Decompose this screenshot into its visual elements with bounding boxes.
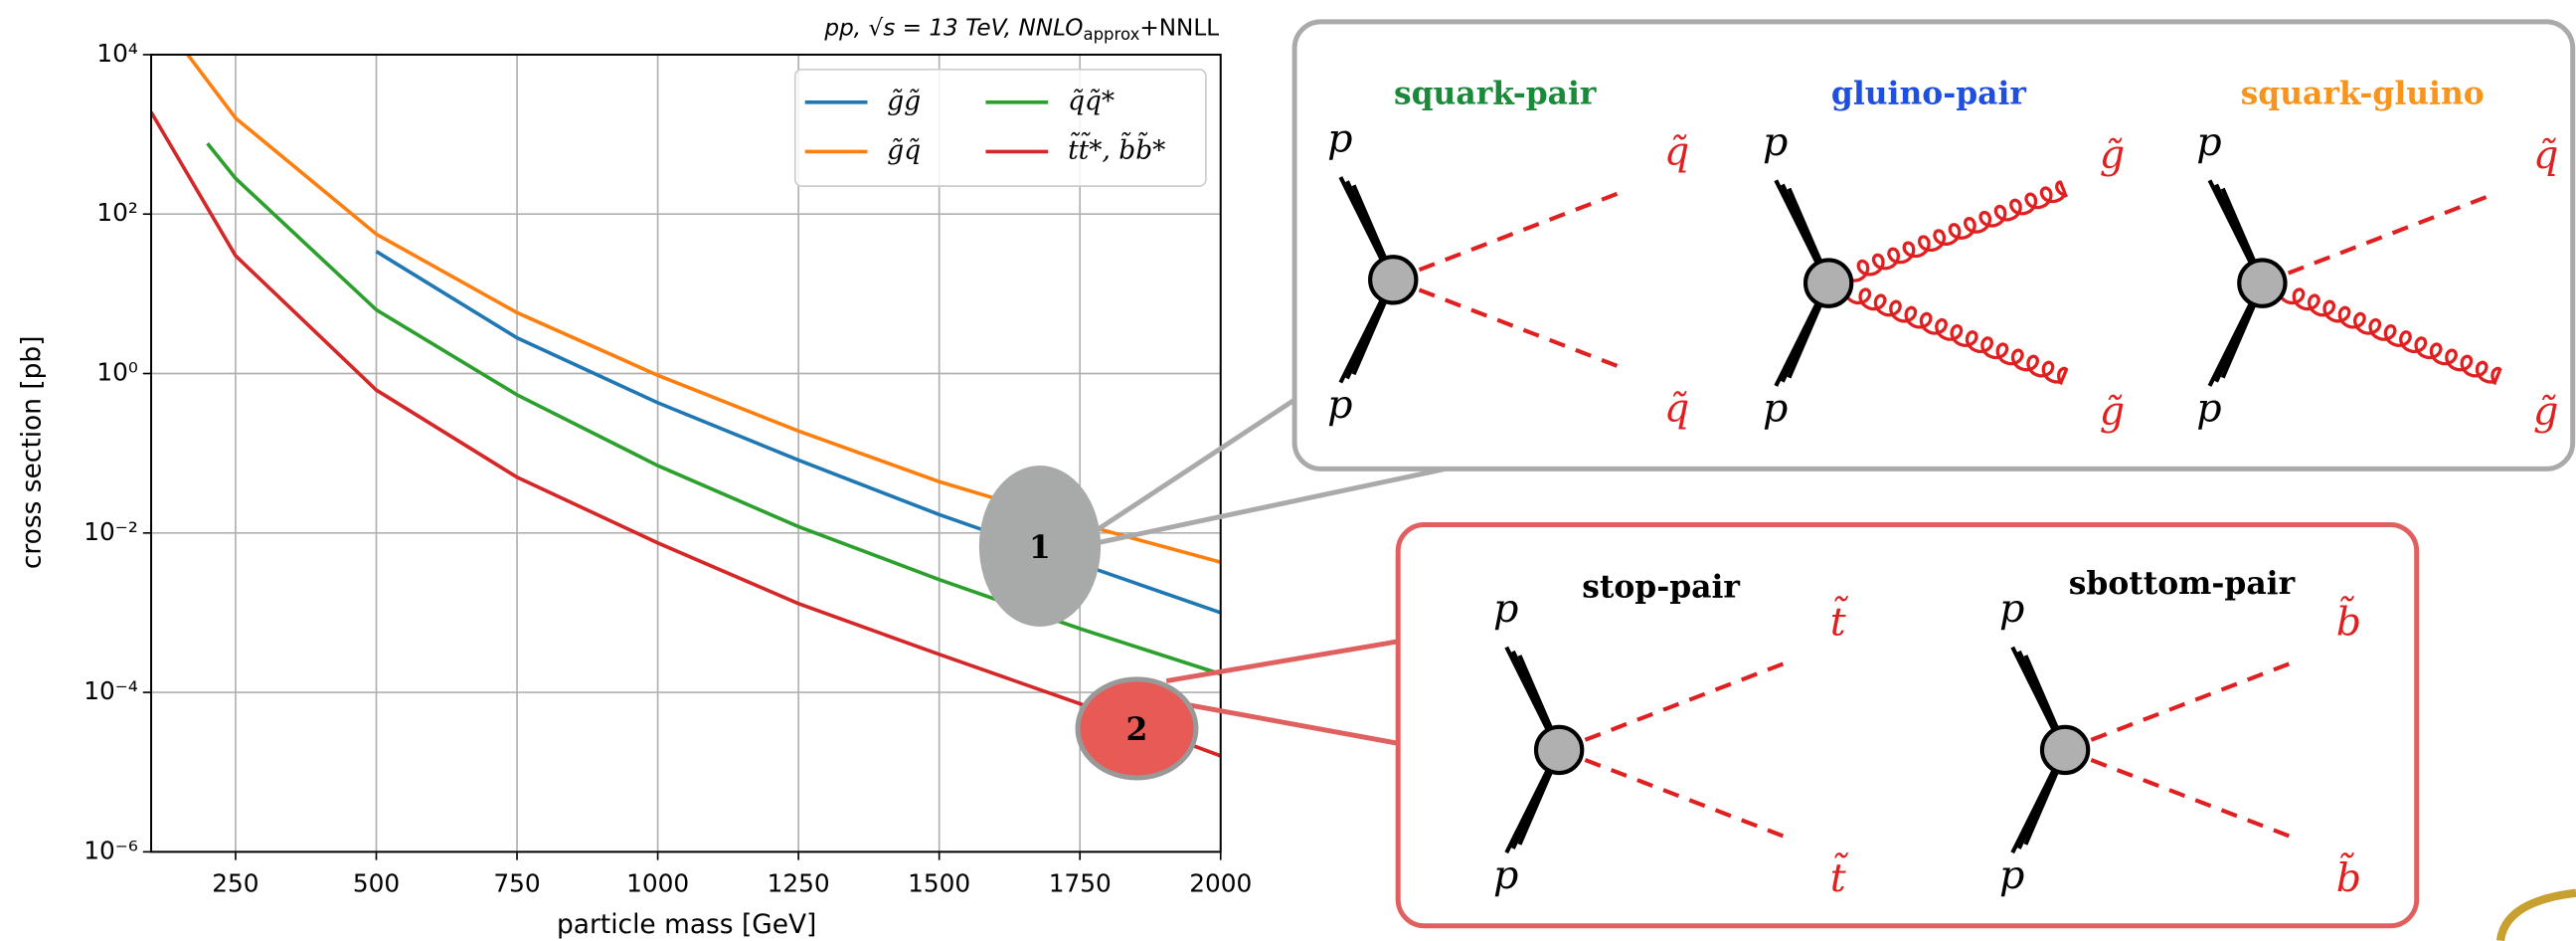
plot-area: 250 500 750 1000 1250 1500 1750 2000 10⁻⁶ 10⁻⁴ 10⁻… bbox=[84, 39, 1252, 897]
legend-box bbox=[795, 70, 1206, 186]
vertex bbox=[1805, 260, 1851, 305]
y-tick-label: 10⁴ bbox=[96, 39, 138, 68]
x-tick-label: 1500 bbox=[908, 868, 970, 897]
outgoing-label: q̃ bbox=[1664, 129, 1689, 175]
decoration bbox=[2500, 893, 2576, 941]
incoming-label: p bbox=[1327, 382, 1352, 428]
incoming-label: p bbox=[1327, 116, 1352, 162]
series-line bbox=[151, 112, 1221, 756]
chart-title: pp, √s = 13 TeV, NNLOapprox+NNLL bbox=[823, 15, 1219, 44]
title-subscript: approx bbox=[1083, 25, 1139, 44]
y-tick-label: 10² bbox=[96, 198, 137, 227]
figure: pp, √s = 13 TeV, NNLOapprox+NNLL particl… bbox=[0, 0, 2576, 941]
outgoing-label: q̃ bbox=[1664, 386, 1689, 432]
vertex bbox=[1536, 727, 1582, 773]
diagram-title: squark-pair bbox=[1394, 77, 1597, 112]
outgoing-label: g̃ bbox=[2100, 389, 2125, 435]
diagram-title: sbottom-pair bbox=[2069, 566, 2296, 602]
x-tick-label: 250 bbox=[212, 868, 258, 897]
incoming-label: p bbox=[1763, 119, 1788, 165]
title-main: pp, √s = 13 TeV, NNLO bbox=[823, 15, 1083, 41]
vertex bbox=[2042, 727, 2088, 773]
legend-label: g̃q̃ bbox=[887, 134, 921, 165]
legend-label: t̃t̃*, b̃b̃* bbox=[1068, 132, 1165, 166]
outgoing-label: b̃ bbox=[2336, 596, 2361, 646]
callout-pointer bbox=[1183, 704, 1398, 744]
callout-label: 1 bbox=[1029, 530, 1051, 566]
x-axis-label: particle mass [GeV] bbox=[557, 909, 816, 940]
callout-label: 2 bbox=[1126, 712, 1148, 748]
y-tick-label: 10⁻² bbox=[84, 517, 138, 546]
outgoing-label: t̃ bbox=[1830, 596, 1848, 646]
outgoing-label: t̃ bbox=[1830, 852, 1848, 902]
x-tick-label: 1750 bbox=[1049, 868, 1112, 897]
x-tick-label: 1250 bbox=[768, 868, 830, 897]
outgoing-label: g̃ bbox=[2100, 132, 2125, 178]
callout-pointer bbox=[1166, 642, 1398, 681]
incoming-label: p bbox=[2196, 119, 2221, 165]
x-tick-label: 1000 bbox=[626, 868, 689, 897]
incoming-label: p bbox=[1493, 852, 1518, 898]
x-tick-label: 750 bbox=[493, 868, 540, 897]
callout-pointer bbox=[1098, 469, 1446, 542]
outgoing-label: b̃ bbox=[2336, 852, 2361, 902]
incoming-label: p bbox=[1999, 852, 2024, 898]
incoming-label: p bbox=[1493, 586, 1518, 632]
incoming-label: p bbox=[2196, 386, 2221, 432]
y-tick-label: 10⁻⁴ bbox=[84, 676, 138, 705]
incoming-label: p bbox=[1763, 386, 1788, 432]
y-axis-label: cross section [pb] bbox=[17, 336, 48, 570]
diagram-title: stop-pair bbox=[1582, 569, 1740, 605]
diagram-title: gluino-pair bbox=[1831, 77, 2027, 112]
x-tick-label: 2000 bbox=[1189, 868, 1252, 897]
vertex bbox=[1370, 257, 1416, 302]
incoming-label: p bbox=[1999, 586, 2024, 632]
legend-label: q̃q̃* bbox=[1068, 86, 1115, 116]
callout-pointer bbox=[1098, 400, 1294, 530]
legend-label: g̃g̃ bbox=[887, 86, 921, 116]
outgoing-label: g̃ bbox=[2533, 389, 2558, 435]
diagram-title: squark-gluino bbox=[2241, 77, 2485, 112]
vertex bbox=[2239, 260, 2285, 305]
outgoing-label: q̃ bbox=[2533, 132, 2558, 178]
y-tick-label: 10⁰ bbox=[96, 358, 138, 387]
title-suffix: +NNLL bbox=[1139, 15, 1219, 41]
x-tick-label: 500 bbox=[353, 868, 400, 897]
y-tick-label: 10⁻⁶ bbox=[84, 836, 138, 864]
